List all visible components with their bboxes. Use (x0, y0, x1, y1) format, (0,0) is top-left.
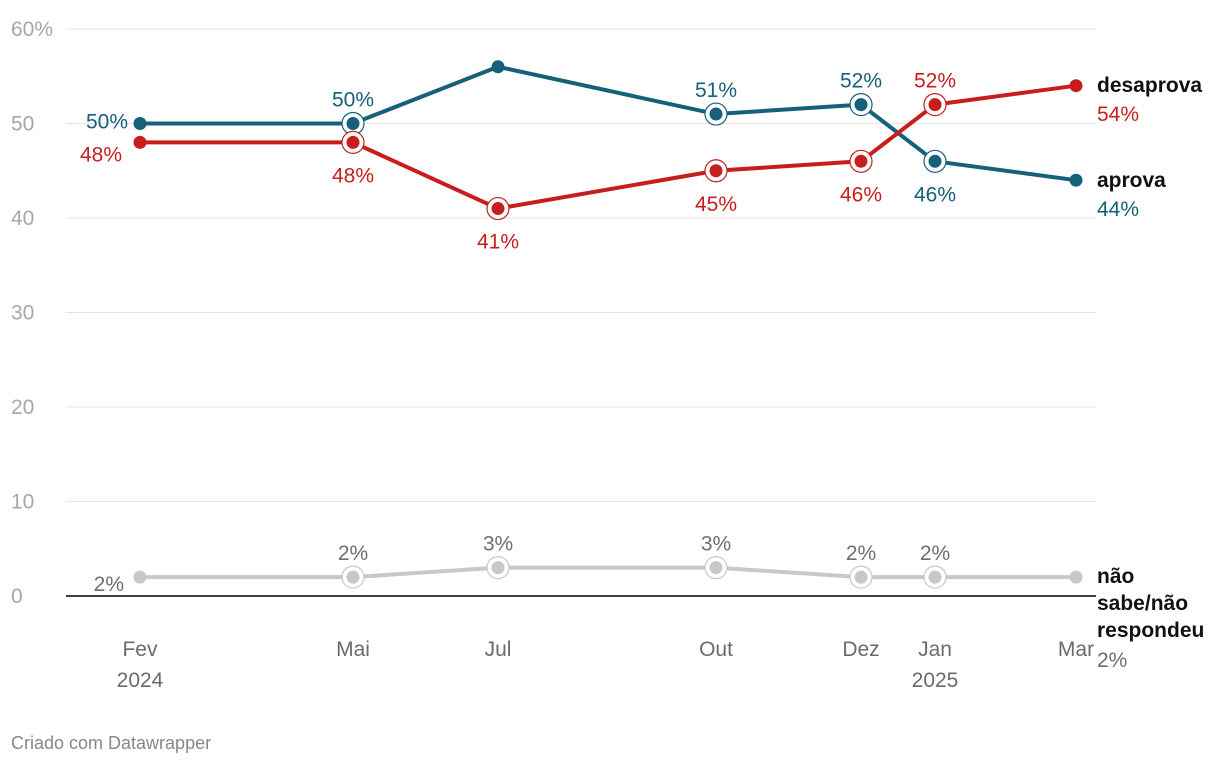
data-label: 52% (914, 70, 956, 93)
data-label: 2% (920, 542, 950, 565)
data-label: 46% (840, 183, 882, 206)
series-name-label: desaprova (1097, 74, 1202, 97)
data-point-nsnr (709, 561, 723, 575)
data-point-desaprova (928, 98, 942, 112)
data-point-nsnr (346, 570, 360, 584)
x-tick-label: 2025 (912, 669, 959, 692)
x-tick-label: 2024 (117, 669, 164, 692)
data-point-desaprova (854, 154, 868, 168)
series-name-label: respondeu (1097, 619, 1204, 642)
data-point-aprova (854, 98, 868, 112)
y-tick-label: 40 (11, 207, 34, 230)
x-tick-label: Mai (336, 638, 370, 661)
data-label: 50% (86, 111, 128, 134)
data-label: 2% (846, 542, 876, 565)
y-tick-label: 0 (11, 585, 23, 608)
data-point-nsnr (928, 570, 942, 584)
data-point-aprova (928, 154, 942, 168)
series-name-label: não (1097, 565, 1134, 588)
data-label: 3% (701, 533, 731, 556)
data-label: 44% (1097, 198, 1139, 221)
x-tick-label: Fev (122, 638, 158, 661)
data-point-desaprova (491, 202, 505, 216)
data-point-desaprova (1069, 79, 1083, 93)
data-label: 48% (332, 164, 374, 187)
series-name-label: sabe/não (1097, 592, 1188, 615)
data-label: 45% (695, 193, 737, 216)
y-tick-label: 10 (11, 491, 34, 514)
data-point-aprova (133, 117, 147, 130)
data-label: 51% (695, 79, 737, 102)
data-point-aprova (491, 60, 505, 74)
data-point-desaprova (346, 135, 360, 149)
x-tick-label: Out (699, 638, 733, 661)
x-tick-label: Jan (918, 638, 952, 661)
y-tick-label: 20 (11, 396, 34, 419)
x-tick-label: Mar (1058, 638, 1094, 661)
series-name-label: aprova (1097, 169, 1166, 192)
data-point-aprova (346, 117, 360, 130)
data-point-nsnr (491, 561, 505, 575)
data-label: 46% (914, 183, 956, 206)
y-tick-label: 30 (11, 302, 34, 325)
data-label: 48% (80, 143, 122, 166)
data-label: 41% (477, 231, 519, 254)
credit-text: Criado com Datawrapper (11, 733, 212, 753)
data-point-desaprova (133, 135, 147, 149)
y-tick-label: 50 (11, 113, 34, 136)
data-label: 54% (1097, 103, 1139, 126)
data-point-desaprova (709, 164, 723, 178)
data-point-nsnr (1069, 570, 1083, 584)
data-point-aprova (1069, 173, 1083, 187)
x-tick-label: Jul (485, 638, 512, 661)
data-label: 50% (332, 89, 374, 112)
data-point-nsnr (854, 570, 868, 584)
data-point-aprova (709, 107, 723, 121)
data-label: 2% (338, 542, 368, 565)
y-tick-label: 60% (11, 18, 53, 41)
data-point-nsnr (133, 570, 147, 584)
x-tick-label: Dez (842, 638, 879, 661)
data-label: 2% (1097, 649, 1127, 672)
data-label: 3% (483, 533, 513, 556)
data-label: 52% (840, 70, 882, 93)
data-label: 2% (94, 573, 124, 596)
